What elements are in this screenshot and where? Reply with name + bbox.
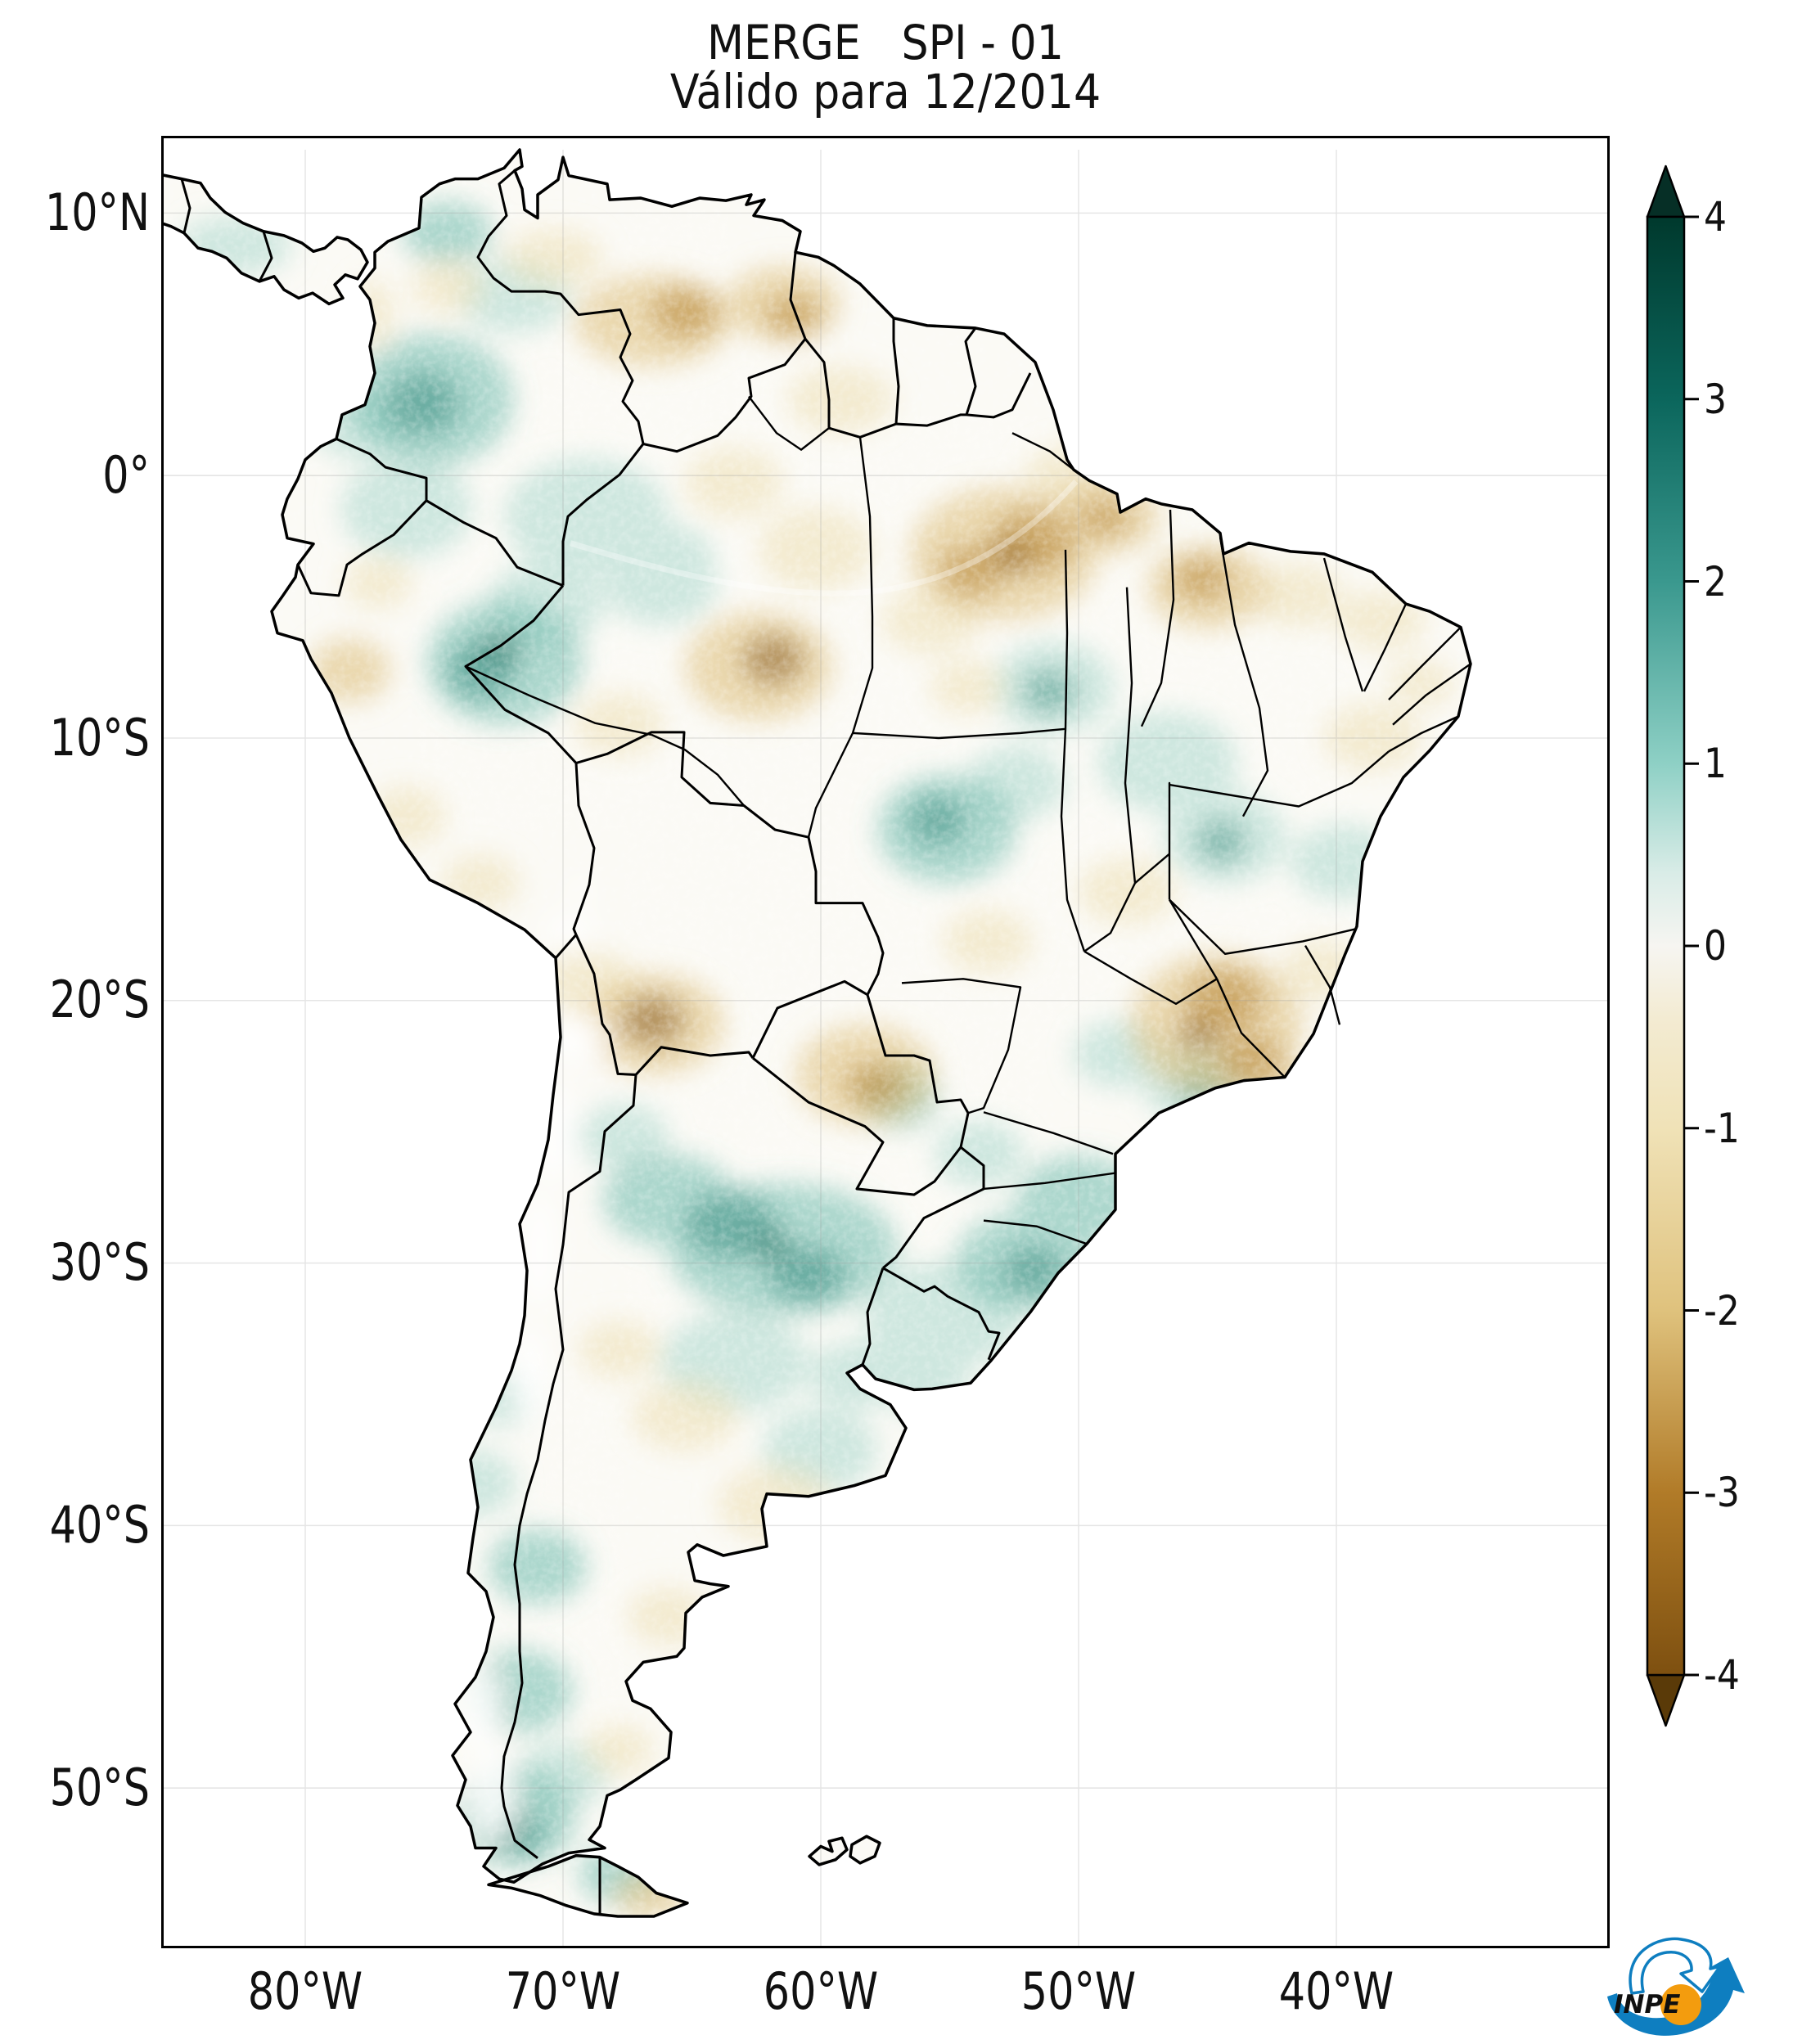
lat-tick-label: 30°S: [49, 1232, 151, 1293]
country-borders: [180, 169, 1032, 1914]
lon-tick-label: 40°W: [1278, 1961, 1394, 2021]
colorbar-tick-label: -1: [1704, 1104, 1740, 1152]
lat-tick-label: 10°N: [44, 182, 151, 242]
graticule: [161, 150, 1610, 1950]
state-borders: [465, 395, 1471, 1245]
lon-tick-label: 60°W: [763, 1961, 879, 2021]
colorbar-tick-label: -3: [1704, 1469, 1740, 1517]
lat-tick-label: 20°S: [49, 970, 151, 1030]
map-canvas: [160, 136, 1610, 1950]
figure-subtitle: Válido para 12/2014: [669, 64, 1101, 119]
colorbar-tick-label: -4: [1704, 1651, 1740, 1699]
inpe-logo-orange-dot: [1660, 1984, 1701, 2025]
colorbar-tick-label: 1: [1704, 740, 1727, 788]
spi-raster-field: [161, 150, 1471, 1917]
colorbar-ticks: [1684, 215, 1699, 1677]
coastline: [160, 148, 1472, 1918]
colorbar-gradient-bar: [1646, 215, 1686, 1677]
lat-tick-label: 40°S: [49, 1495, 151, 1555]
axes-frame: [161, 136, 1610, 1948]
map-frame: INPE: [160, 136, 1745, 2036]
lat-tick-label: 50°S: [49, 1757, 151, 1817]
lon-tick-label: 70°W: [505, 1961, 621, 2021]
lat-tick-label: 0°: [102, 444, 150, 505]
inpe-logo-text: INPE: [1614, 1990, 1680, 2019]
colorbar-lower-arrow: [1646, 1673, 1686, 1727]
figure-title: MERGE SPI - 01: [707, 15, 1064, 70]
colorbar-tick-label: 2: [1704, 557, 1727, 606]
inpe-logo-orbit-arrow: [1629, 1937, 1722, 1995]
lat-tick-label: 10°S: [49, 707, 151, 768]
colorbar-tick-label: 4: [1704, 193, 1727, 241]
lon-tick-label: 50°W: [1020, 1961, 1137, 2021]
colorbar: [1646, 164, 1699, 1727]
inpe-logo: INPE: [1607, 1937, 1745, 2036]
raster-speckle-texture: [161, 150, 1471, 1917]
colorbar-upper-arrow: [1646, 164, 1686, 218]
lon-tick-label: 80°W: [247, 1961, 363, 2021]
colorbar-tick-label: -2: [1704, 1286, 1740, 1335]
colorbar-tick-label: 0: [1704, 922, 1727, 970]
colorbar-tick-label: 3: [1704, 375, 1727, 423]
